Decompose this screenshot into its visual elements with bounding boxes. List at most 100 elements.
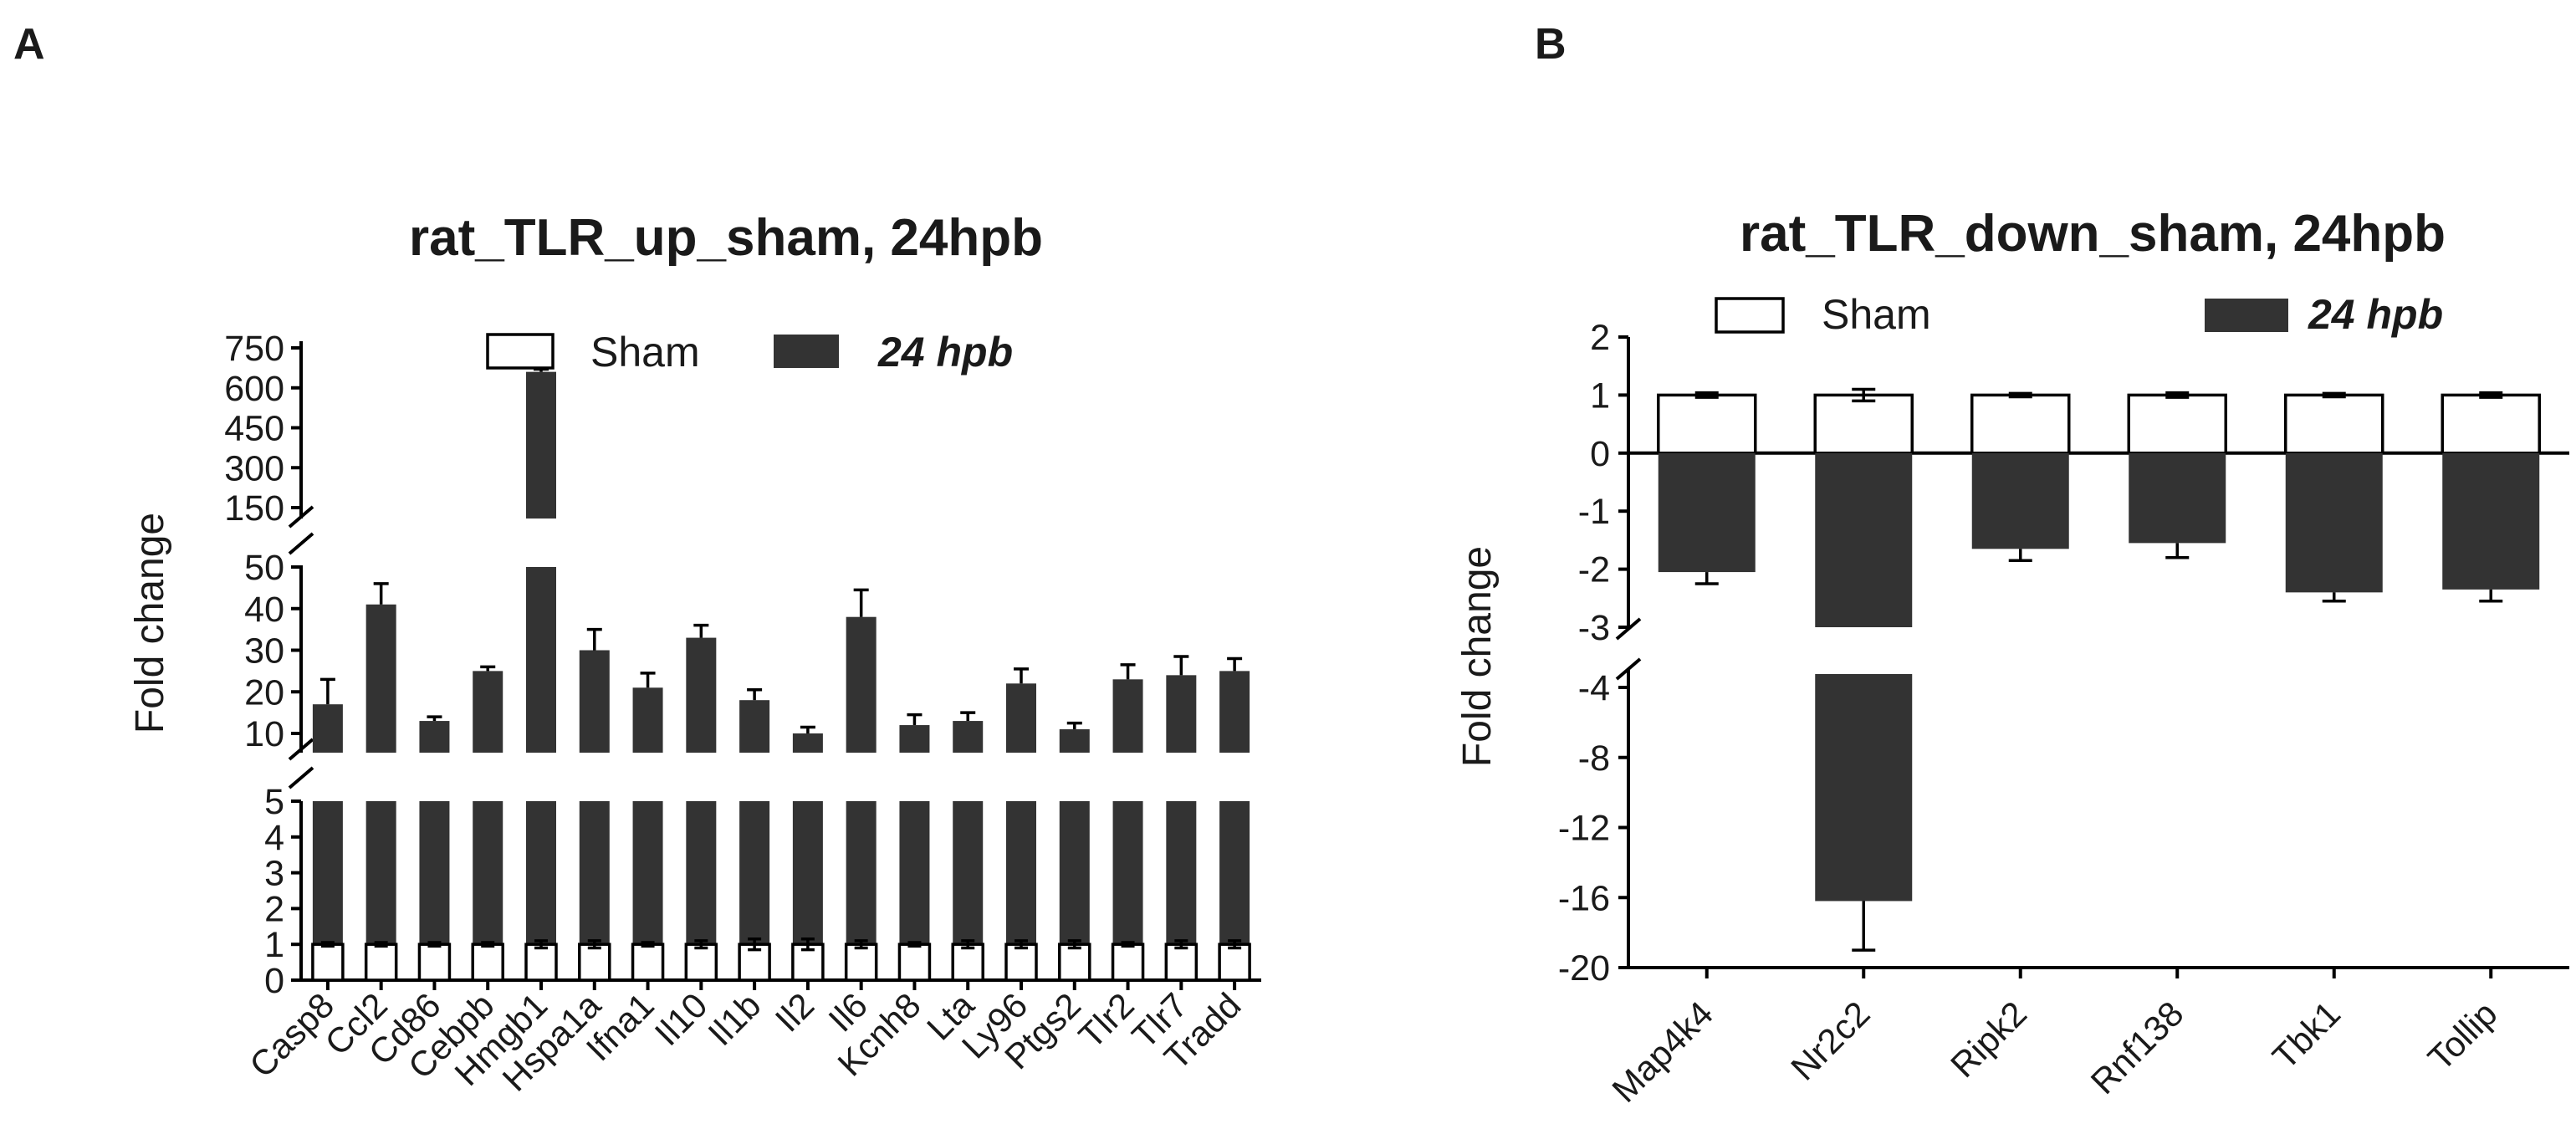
axis-break-a-1-upper	[288, 505, 314, 529]
y-tick-label-a: 450	[224, 409, 284, 449]
y-tick-label-a: 30	[244, 631, 284, 672]
chart-a-plot: 0123451020304050150300450600750Casp8Ccl2…	[224, 329, 1261, 1099]
y-tick-label-b: -3	[1578, 608, 1610, 648]
bar-b-hpb	[2442, 452, 2540, 590]
bar-a-hpb-middle	[632, 687, 663, 753]
bar-a-sham	[1111, 943, 1145, 982]
bar-b-sham	[1970, 393, 2071, 455]
x-tick-label-b: Nr2c2	[1783, 994, 1877, 1087]
bar-a-sham	[417, 943, 452, 982]
y-tick-label-a: 5	[264, 782, 284, 822]
chart-a-title: rat_TLR_up_sham, 24hpb	[409, 209, 1043, 267]
bar-a-hpb-middle	[899, 725, 930, 753]
bar-a-sham	[1218, 943, 1251, 982]
bar-a-hpb-middle	[1112, 679, 1143, 753]
y-tick-label-a: 150	[224, 488, 284, 529]
y-tick-label-b: 1	[1590, 375, 1610, 416]
bar-a-hpb-middle	[365, 604, 396, 753]
y-tick-label-b: 0	[1590, 434, 1610, 474]
x-tick-label-b: Map4k4	[1604, 994, 1720, 1110]
bar-a-hpb-middle	[739, 700, 770, 753]
legend-a-sham-label: Sham	[590, 329, 700, 375]
bar-a-hpb-middle	[686, 637, 717, 753]
bar-a-hpb-middle	[1006, 683, 1036, 753]
legend-b-hpb-label: 24 hpb	[2308, 291, 2443, 338]
y-tick-label-a: 3	[264, 854, 284, 894]
bar-a-hpb-middle	[579, 650, 610, 753]
bar-a-hpb-upper	[526, 371, 556, 519]
bar-a-sham	[524, 943, 558, 982]
bar-b-hpb-upper	[1815, 452, 1913, 627]
bar-a-hpb-middle	[846, 616, 877, 753]
bar-a-sham	[311, 943, 345, 982]
legend-a-hpb-label: 24 hpb	[877, 329, 1013, 375]
y-tick-label-a: 1	[264, 925, 284, 965]
bar-a-sham	[364, 943, 398, 982]
x-tick-label-a: Il1b	[700, 985, 768, 1053]
bar-a-hpb-middle	[953, 721, 984, 753]
y-tick-label-b: -12	[1558, 809, 1610, 849]
bar-b-hpb	[2285, 452, 2383, 593]
bar-a-sham	[578, 943, 611, 982]
legend-b-sham-swatch	[1715, 297, 1785, 334]
bar-b-hpb	[1971, 452, 2069, 549]
y-tick-label-b: -2	[1578, 550, 1610, 590]
y-tick-label-a: 20	[244, 672, 284, 713]
x-tick-label-b: Tbk1	[2265, 994, 2348, 1076]
bar-b-sham	[1657, 393, 1757, 455]
bar-b-sham	[1813, 393, 1914, 455]
bar-a-hpb-middle	[473, 671, 503, 753]
bar-b-hpb-lower	[1815, 674, 1913, 902]
y-tick-label-a: 40	[244, 590, 284, 630]
legend-b-sham-label: Sham	[1822, 291, 1931, 338]
bar-a-sham	[951, 943, 984, 982]
bar-a-sham	[1164, 943, 1199, 982]
legend-a-hpb-swatch	[774, 335, 839, 368]
panel-a-letter: A	[13, 20, 45, 69]
bar-a-sham	[1058, 943, 1091, 982]
bar-a-hpb-middle	[312, 704, 343, 753]
bar-a-hpb-middle	[526, 567, 556, 753]
x-tick-label-b: Tollip	[2420, 994, 2505, 1078]
x-tick-label-a: Il2	[768, 985, 822, 1040]
bar-a-hpb-middle	[1166, 675, 1197, 753]
y-tick-label-b: -1	[1578, 492, 1610, 532]
chart-a-ylabel: Fold change	[128, 513, 172, 733]
bar-a-hpb-middle	[419, 721, 450, 753]
x-tick-label-a: Il10	[647, 985, 715, 1053]
legend-b: Sham 24 hpb	[1715, 291, 2443, 338]
y-tick-label-a: 0	[264, 961, 284, 1001]
y-tick-label-a: 4	[264, 818, 284, 858]
bar-a-sham	[844, 943, 878, 982]
bar-a-sham	[897, 943, 932, 982]
chart-b-plot: 2 1 0 -1 -2 -3 -4 -8 -12 -16 -20 Map4k4 Nr2c2 Ripk2 Rn…	[1558, 318, 2569, 1110]
chart-b-ylabel: Fold change	[1455, 546, 1500, 767]
axis-break-a-0-upper	[288, 738, 314, 761]
y-tick-label-b: -16	[1558, 878, 1610, 918]
axis-break-a-0-lower	[288, 766, 314, 789]
legend-b-hpb-swatch	[2205, 299, 2288, 332]
bar-b-sham	[2284, 393, 2384, 455]
x-tick-label-b: Ripk2	[1943, 994, 2034, 1085]
axis-break-a-1-lower	[288, 532, 314, 555]
y-tick-label-a: 2	[264, 889, 284, 929]
y-tick-label-a: 50	[244, 548, 284, 588]
bar-b-sham	[2441, 393, 2541, 455]
legend-a: Sham 24 hpb	[486, 329, 1013, 375]
bar-a-sham	[631, 943, 665, 982]
y-tick-label-a: 600	[224, 369, 284, 409]
panel-b-letter: B	[1535, 20, 1567, 69]
chart-b-title: rat_TLR_down_sham, 24hpb	[1740, 205, 2446, 263]
bar-b-hpb	[1658, 452, 1756, 573]
y-tick-label-a: 10	[244, 714, 284, 754]
bar-a-sham	[471, 943, 504, 982]
y-tick-label-b: 2	[1590, 318, 1610, 358]
y-tick-label-a: 750	[224, 329, 284, 369]
bar-a-hpb-middle	[1059, 729, 1090, 753]
x-tick-label-b: Rnf138	[2083, 994, 2191, 1101]
axis-break-b-lower	[1615, 657, 1642, 681]
bar-b-hpb	[2129, 452, 2226, 544]
bar-a-hpb-middle	[792, 733, 823, 753]
y-tick-label-a: 300	[224, 448, 284, 488]
